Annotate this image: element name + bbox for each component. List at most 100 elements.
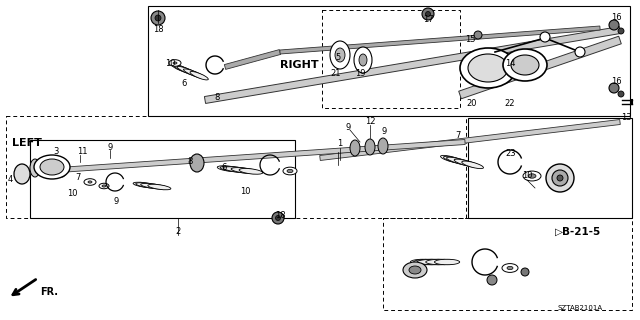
Text: 11: 11 <box>77 147 87 156</box>
Ellipse shape <box>239 168 263 174</box>
Text: 10: 10 <box>67 189 77 198</box>
Ellipse shape <box>575 47 585 57</box>
Ellipse shape <box>99 183 109 189</box>
Ellipse shape <box>503 49 547 81</box>
Ellipse shape <box>413 259 444 265</box>
Bar <box>383 218 632 310</box>
Ellipse shape <box>330 41 350 69</box>
Text: 10: 10 <box>522 172 532 180</box>
Bar <box>6 116 466 218</box>
Text: 16: 16 <box>611 13 621 22</box>
Text: 16: 16 <box>611 77 621 86</box>
Ellipse shape <box>609 83 619 93</box>
Ellipse shape <box>148 184 171 190</box>
Ellipse shape <box>410 259 435 265</box>
Text: 10: 10 <box>164 59 175 68</box>
Text: 3: 3 <box>53 147 59 156</box>
Ellipse shape <box>354 47 372 73</box>
Text: 18: 18 <box>275 211 285 220</box>
Text: 15: 15 <box>465 36 476 44</box>
Polygon shape <box>320 119 620 161</box>
Text: 8: 8 <box>214 93 220 102</box>
Ellipse shape <box>440 156 462 163</box>
Text: 14: 14 <box>505 59 515 68</box>
Polygon shape <box>225 50 281 69</box>
Text: 6: 6 <box>221 163 227 172</box>
Text: 9: 9 <box>108 142 113 151</box>
Text: ▷B-21-5: ▷B-21-5 <box>555 227 601 237</box>
Polygon shape <box>30 140 465 174</box>
Ellipse shape <box>462 161 483 169</box>
Bar <box>322 10 460 108</box>
Ellipse shape <box>57 159 67 177</box>
Ellipse shape <box>426 12 431 17</box>
Polygon shape <box>280 26 600 54</box>
Ellipse shape <box>190 154 204 172</box>
Ellipse shape <box>557 175 563 181</box>
Text: 23: 23 <box>506 149 516 158</box>
Ellipse shape <box>133 182 156 188</box>
Ellipse shape <box>359 54 367 66</box>
Ellipse shape <box>184 69 205 79</box>
Ellipse shape <box>552 170 568 186</box>
Text: 7: 7 <box>76 173 81 182</box>
Ellipse shape <box>34 155 70 179</box>
Ellipse shape <box>502 264 518 272</box>
Ellipse shape <box>287 169 293 173</box>
Ellipse shape <box>523 171 541 181</box>
Text: 9: 9 <box>381 127 387 137</box>
Ellipse shape <box>474 31 482 39</box>
Ellipse shape <box>155 15 161 21</box>
Ellipse shape <box>528 174 536 178</box>
Ellipse shape <box>444 156 470 165</box>
Text: 20: 20 <box>467 100 477 108</box>
Text: RIGHT: RIGHT <box>280 60 319 70</box>
Text: FR.: FR. <box>40 287 58 297</box>
Ellipse shape <box>141 183 168 189</box>
Ellipse shape <box>546 164 574 192</box>
Ellipse shape <box>511 55 539 75</box>
Text: 17: 17 <box>422 15 433 25</box>
Ellipse shape <box>283 167 297 175</box>
Text: LEFT: LEFT <box>12 138 42 148</box>
Text: SZTAB2101A: SZTAB2101A <box>558 305 603 311</box>
Polygon shape <box>459 36 621 99</box>
Ellipse shape <box>618 28 624 34</box>
Ellipse shape <box>435 259 460 265</box>
Ellipse shape <box>447 157 477 167</box>
Ellipse shape <box>521 268 529 276</box>
Ellipse shape <box>136 183 163 188</box>
Ellipse shape <box>169 60 181 66</box>
Ellipse shape <box>272 212 284 224</box>
Ellipse shape <box>220 166 249 172</box>
Text: 12: 12 <box>365 116 375 125</box>
Text: 13: 13 <box>621 114 631 123</box>
Text: 4: 4 <box>8 175 13 185</box>
Ellipse shape <box>409 266 421 274</box>
Ellipse shape <box>365 139 375 155</box>
Ellipse shape <box>151 11 165 25</box>
Ellipse shape <box>507 266 513 270</box>
Ellipse shape <box>172 64 190 73</box>
Bar <box>148 6 630 116</box>
Ellipse shape <box>454 159 481 168</box>
Ellipse shape <box>403 262 427 278</box>
Ellipse shape <box>190 71 208 80</box>
Ellipse shape <box>174 65 196 75</box>
Text: 6: 6 <box>181 79 187 89</box>
Ellipse shape <box>30 159 40 177</box>
Ellipse shape <box>335 48 345 62</box>
Ellipse shape <box>426 259 456 265</box>
Text: 22: 22 <box>505 100 515 108</box>
Text: 5: 5 <box>335 53 340 62</box>
Ellipse shape <box>275 215 280 220</box>
Bar <box>30 140 295 218</box>
Ellipse shape <box>14 164 30 184</box>
Ellipse shape <box>40 159 64 175</box>
Polygon shape <box>204 27 621 103</box>
Text: 1: 1 <box>337 139 342 148</box>
Ellipse shape <box>487 275 497 285</box>
Ellipse shape <box>460 48 516 88</box>
Ellipse shape <box>618 91 624 97</box>
Ellipse shape <box>217 166 241 172</box>
